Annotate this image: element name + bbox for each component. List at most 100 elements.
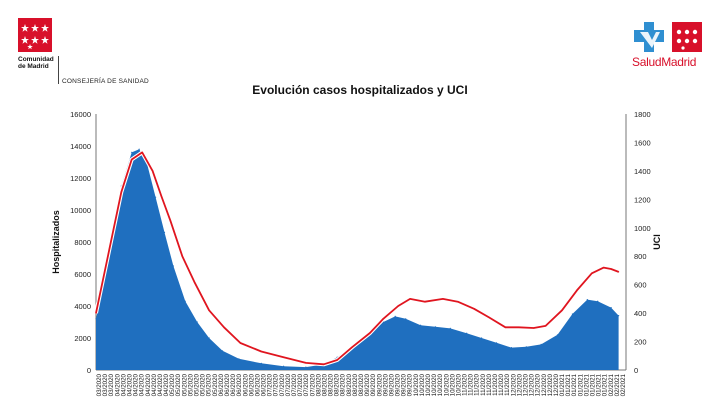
hospitalizados-point: [138, 148, 140, 150]
uci-point: [424, 301, 426, 303]
x-tick-label: 12/2020: [516, 373, 523, 396]
uci-point: [397, 305, 399, 307]
x-tick-label: 10/2020: [443, 373, 450, 396]
x-tick-label: 11/2020: [492, 373, 499, 395]
hospitalizados-point: [283, 365, 285, 367]
uci-point: [610, 268, 612, 270]
uci-point: [323, 363, 325, 365]
x-tick-label: 06/2020: [254, 373, 261, 396]
y-tick-label: 6000: [74, 270, 91, 279]
x-tick-label: 09/2020: [370, 373, 377, 396]
uci-point: [152, 170, 154, 172]
x-tick-label: 12/2020: [510, 373, 517, 396]
x-tick-label: 08/2020: [340, 373, 347, 396]
brand-name: SaludMadrid: [632, 55, 697, 69]
x-tick-label: 01/2021: [577, 373, 584, 396]
uci-point: [141, 151, 143, 153]
x-tick-label: 05/2020: [181, 373, 188, 396]
x-tick-label: 11/2020: [462, 373, 469, 395]
x-tick-label: 07/2020: [279, 373, 286, 396]
hospitalizados-point: [95, 318, 97, 320]
x-tick-label: 05/2020: [194, 373, 201, 396]
x-tick-label: 08/2020: [334, 373, 341, 396]
y2-tick-label: 0: [634, 366, 638, 375]
hospitalizados-point: [420, 324, 422, 326]
x-tick-label: 03/2020: [102, 373, 109, 396]
x-tick-label: 08/2020: [321, 373, 328, 396]
uci-point: [260, 350, 262, 353]
x-tick-label: 07/2020: [273, 373, 280, 396]
hospitalizados-point: [172, 265, 174, 267]
x-tick-label: 11/2020: [504, 373, 511, 395]
hospitalizados-point: [184, 300, 186, 302]
uci-point: [208, 309, 210, 311]
icu-line-layer: [94, 150, 620, 367]
uci-point: [591, 272, 593, 274]
x-tick-label: 05/2020: [187, 373, 194, 396]
org-name-line1: Comunidad: [18, 56, 54, 63]
x-tick-label: 10/2020: [419, 373, 426, 396]
org-name: Comunidad de Madrid: [18, 56, 54, 70]
uci-point: [160, 195, 163, 198]
x-tick-label: 06/2020: [242, 373, 249, 396]
x-tick-label: 03/2020: [96, 373, 103, 396]
uci-point: [193, 281, 195, 283]
uci-point: [576, 289, 578, 291]
uci-point: [561, 309, 563, 311]
uci-point: [108, 248, 110, 250]
hospitalized-area-layer: [95, 148, 620, 370]
x-tick-label: 09/2020: [395, 373, 402, 396]
x-tick-label: 08/2020: [315, 373, 322, 396]
y2-tick-label: 1000: [634, 224, 651, 233]
x-tick-label: 06/2020: [230, 373, 237, 396]
x-tick-label: 12/2020: [541, 373, 548, 396]
department-name: CONSEJERÍA DE SANIDAD: [62, 78, 149, 85]
uci-point: [618, 271, 620, 273]
x-tick-label: 09/2020: [388, 373, 395, 396]
uci-point: [457, 301, 459, 303]
hospitalizados-point: [510, 347, 512, 349]
chart-title: Evolución casos hospitalizados y UCI: [252, 83, 467, 97]
x-tick-label: 04/2020: [145, 373, 152, 396]
logo-divider: [58, 56, 59, 84]
y-tick-label: 10000: [70, 206, 91, 215]
x-tick-label: 01/2021: [583, 373, 590, 396]
x-tick-label: 06/2020: [248, 373, 255, 396]
series-hospitalizados-area: [96, 149, 619, 370]
y-tick-label: 8000: [74, 238, 91, 247]
x-tick-label: 03/2020: [108, 373, 115, 396]
hospitalizados-point: [405, 318, 407, 320]
y-tick-label: 2000: [74, 334, 91, 343]
x-tick-label: 05/2020: [212, 373, 219, 396]
uci-point: [518, 326, 520, 328]
hospitalizados-point: [434, 326, 436, 328]
x-tick-label: 04/2020: [127, 373, 134, 396]
x-tick-label: 02/2021: [608, 373, 615, 396]
org-name-line2: de Madrid: [18, 63, 49, 70]
uci-point: [504, 326, 506, 328]
uci-point: [442, 298, 444, 300]
x-tick-label: 10/2020: [431, 373, 438, 396]
x-tick-label: 02/2021: [614, 373, 621, 396]
x-tick-label: 06/2020: [218, 373, 225, 396]
series-uci-line: [95, 151, 619, 366]
y-tick-label: 4000: [74, 302, 91, 311]
x-tick-label: 08/2020: [358, 373, 365, 396]
hospitalizados-point: [540, 343, 542, 345]
tick-labels: 0 2000 4000 6000 8000 10000 12000 14000 16000 0 20…: [70, 110, 651, 396]
y2-tick-label: 600: [634, 281, 647, 290]
uci-point: [95, 312, 97, 314]
x-tick-label: 09/2020: [364, 373, 371, 396]
madrid-flag-icon: [18, 18, 52, 52]
x-tick-label: 04/2020: [139, 373, 146, 396]
hospitalizados-point: [155, 196, 157, 198]
health-cross-icon: [634, 22, 664, 52]
uci-point: [382, 318, 384, 320]
x-tick-label: 06/2020: [261, 373, 268, 396]
x-tick-label: 10/2020: [425, 373, 432, 396]
uci-point: [131, 158, 133, 161]
x-tick-label: 10/2020: [437, 373, 444, 396]
uci-point: [351, 346, 353, 348]
x-tick-label: 02/2021: [620, 373, 627, 396]
hospitalizados-point: [597, 300, 599, 302]
